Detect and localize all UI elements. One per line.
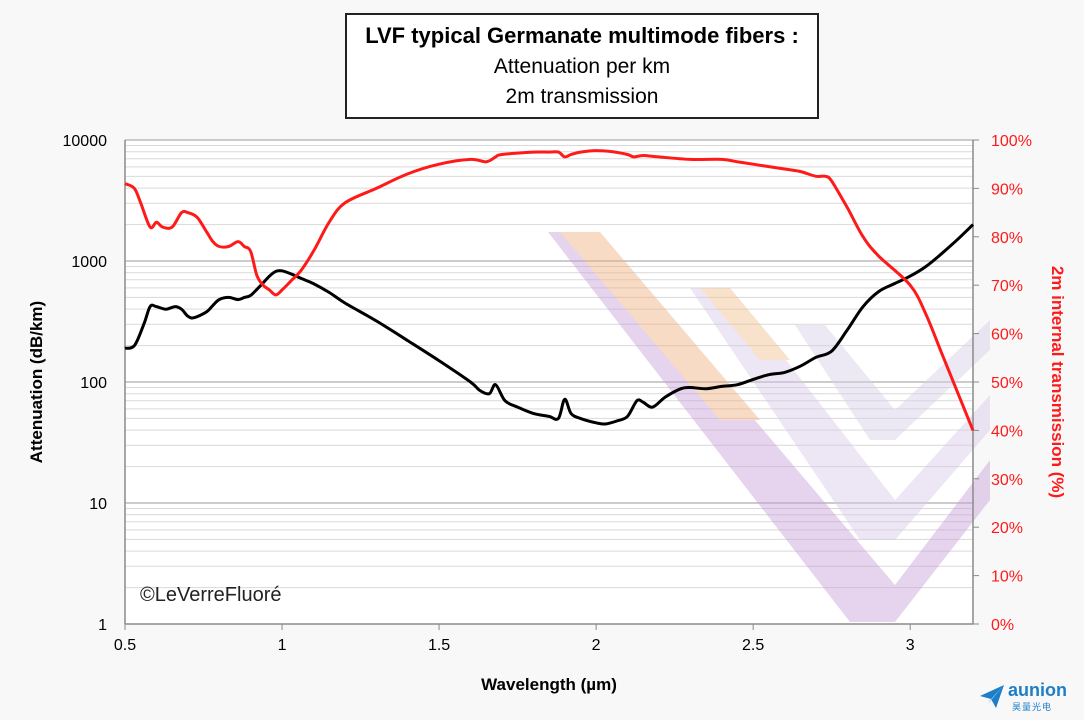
x-tick-label: 2.5 [742, 637, 764, 654]
y-right-tick-label: 70% [991, 278, 1023, 295]
copyright-watermark: ©LeVerreFluoré [140, 584, 282, 606]
y-left-tick-label: 100 [80, 375, 107, 392]
brand-logo: aunion 昊量光电 [978, 680, 1078, 714]
tick-labels: 0.5 1 1.5 2 2.5 3 1 10 100 1000 10000 0% 10% 20% 30% 40… [63, 133, 1032, 654]
y-right-tick-label: 10% [991, 569, 1023, 586]
x-tick-label: 1 [278, 637, 287, 654]
y-right-tick-label: 40% [991, 423, 1023, 440]
y-right-tick-label: 80% [991, 230, 1023, 247]
chart-title-box: LVF typical Germanate multimode fibers :… [345, 13, 819, 119]
y-right-tick-label: 0% [991, 617, 1014, 634]
y-axis-right-label: 2m internal transmission (%) [1048, 266, 1067, 498]
y-right-tick-label: 20% [991, 520, 1023, 537]
x-axis-label: Wavelength (µm) [481, 675, 617, 694]
y-left-tick-label: 10 [89, 496, 107, 513]
y-right-tick-label: 30% [991, 472, 1023, 489]
chart-subtitle-transmission: 2m transmission [505, 85, 659, 108]
brand-subtitle: 昊量光电 [1012, 702, 1053, 712]
y-left-tick-label: 1000 [71, 254, 107, 271]
x-tick-label: 0.5 [114, 637, 136, 654]
y-right-tick-label: 50% [991, 375, 1023, 392]
y-right-tick-label: 60% [991, 327, 1023, 344]
logo-chevrons [548, 232, 990, 622]
paper-plane-icon [980, 685, 1004, 708]
x-tick-label: 2 [592, 637, 601, 654]
x-tick-label: 3 [906, 637, 915, 654]
chart-subtitle-attenuation: Attenuation per km [493, 55, 671, 78]
brand-name: aunion [1008, 680, 1067, 700]
y-right-tick-label: 100% [991, 133, 1032, 150]
transmission-line [124, 149, 975, 431]
y-axis-left-label: Attenuation (dB/km) [27, 301, 46, 463]
chart-title: LVF typical Germanate multimode fibers : [365, 23, 799, 48]
y-left-tick-label: 1 [98, 617, 107, 634]
series [124, 149, 975, 431]
grid [125, 139, 973, 625]
x-tick-label: 1.5 [428, 637, 450, 654]
y-left-tick-label: 10000 [63, 133, 108, 150]
attenuation-line [124, 223, 975, 426]
y-right-tick-label: 90% [991, 181, 1023, 198]
